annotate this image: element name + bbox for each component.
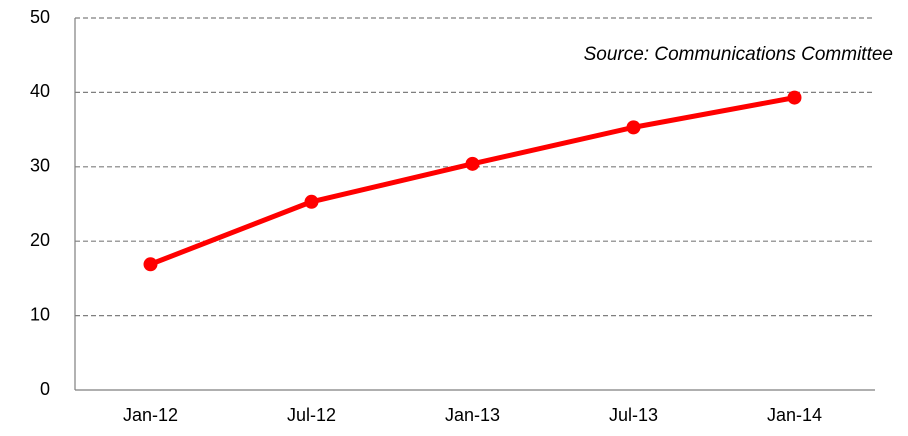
point (304, 194, 319, 209)
x-tick-label: Jul-13 (609, 405, 658, 425)
point (787, 90, 802, 105)
point (143, 257, 158, 272)
y-tick-label: 30 (30, 156, 50, 176)
line (149, 95, 795, 267)
x-tick-label: Jul-12 (287, 405, 336, 425)
y-tick-label: 20 (30, 230, 50, 250)
y-tick-label: 10 (30, 304, 50, 324)
x-tick-label: Jan-13 (445, 405, 500, 425)
y-tick-label: 50 (30, 7, 50, 27)
point (465, 156, 480, 171)
y-tick-label: 40 (30, 81, 50, 101)
y-tick-label: 0 (40, 379, 50, 399)
point (626, 120, 641, 135)
annotation: Source: Communications Committee (584, 44, 893, 65)
x-tick-label: Jan-12 (123, 405, 178, 425)
x-tick-label: Jan-14 (767, 405, 822, 425)
